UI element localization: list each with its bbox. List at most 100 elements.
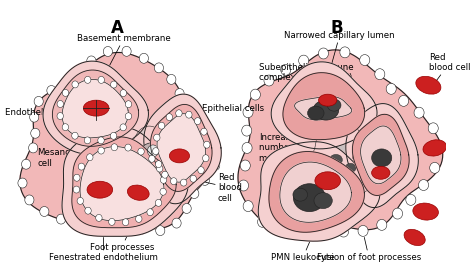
Circle shape — [301, 225, 310, 236]
Circle shape — [25, 195, 34, 205]
Circle shape — [84, 76, 91, 83]
Circle shape — [299, 55, 309, 66]
Circle shape — [202, 155, 209, 162]
Circle shape — [153, 148, 159, 155]
Circle shape — [57, 113, 64, 119]
Ellipse shape — [327, 99, 341, 111]
Text: Epithelial cells: Epithelial cells — [172, 104, 264, 118]
Circle shape — [84, 137, 91, 144]
Circle shape — [73, 220, 82, 230]
Ellipse shape — [314, 193, 332, 209]
Polygon shape — [346, 103, 419, 207]
Circle shape — [238, 180, 248, 191]
Circle shape — [375, 69, 385, 80]
Circle shape — [47, 86, 56, 95]
Circle shape — [73, 174, 80, 181]
Circle shape — [158, 122, 165, 129]
Polygon shape — [121, 126, 177, 173]
Circle shape — [125, 101, 132, 108]
Circle shape — [257, 217, 268, 227]
Circle shape — [201, 128, 207, 135]
Polygon shape — [53, 70, 138, 146]
Circle shape — [181, 103, 190, 113]
Circle shape — [211, 143, 221, 153]
Circle shape — [125, 144, 131, 151]
Text: Narrowed capillary lumen: Narrowed capillary lumen — [284, 31, 395, 68]
Circle shape — [62, 124, 69, 131]
Circle shape — [243, 201, 253, 211]
Circle shape — [186, 111, 192, 118]
Polygon shape — [353, 114, 409, 196]
Circle shape — [204, 141, 210, 148]
Circle shape — [98, 137, 104, 144]
Circle shape — [77, 197, 83, 204]
Circle shape — [419, 180, 428, 190]
Circle shape — [28, 143, 38, 153]
Circle shape — [155, 200, 162, 206]
Ellipse shape — [352, 153, 362, 161]
Circle shape — [31, 128, 40, 138]
Polygon shape — [298, 122, 392, 203]
Ellipse shape — [315, 172, 340, 190]
Circle shape — [103, 47, 112, 56]
Circle shape — [147, 209, 153, 216]
Circle shape — [386, 83, 396, 94]
Circle shape — [155, 161, 162, 168]
Text: Red
blood cell: Red blood cell — [429, 53, 471, 90]
Ellipse shape — [293, 188, 308, 201]
Circle shape — [110, 81, 117, 88]
Circle shape — [154, 134, 160, 141]
Circle shape — [160, 176, 167, 183]
Circle shape — [319, 48, 328, 59]
Circle shape — [78, 163, 85, 170]
Polygon shape — [72, 137, 176, 228]
Polygon shape — [294, 96, 352, 120]
Circle shape — [18, 178, 27, 188]
Circle shape — [172, 218, 181, 228]
Ellipse shape — [372, 149, 392, 167]
Circle shape — [30, 112, 39, 122]
Circle shape — [40, 206, 49, 217]
Polygon shape — [361, 126, 401, 184]
Ellipse shape — [372, 166, 390, 179]
Circle shape — [242, 125, 252, 136]
Circle shape — [62, 78, 71, 88]
Ellipse shape — [319, 94, 337, 106]
Polygon shape — [283, 73, 365, 140]
Circle shape — [110, 132, 117, 139]
Circle shape — [72, 132, 78, 139]
Ellipse shape — [87, 181, 113, 198]
Polygon shape — [62, 127, 188, 236]
Circle shape — [98, 76, 104, 83]
Polygon shape — [269, 152, 365, 232]
Circle shape — [105, 221, 114, 231]
Circle shape — [175, 89, 184, 98]
Polygon shape — [151, 105, 212, 192]
Circle shape — [89, 222, 99, 232]
Circle shape — [279, 224, 289, 235]
Circle shape — [190, 175, 196, 182]
Circle shape — [109, 218, 115, 225]
Text: Foot processes: Foot processes — [90, 227, 154, 252]
Circle shape — [125, 113, 132, 120]
Polygon shape — [80, 147, 164, 221]
Text: PMN leukocyte: PMN leukocyte — [271, 227, 335, 262]
Polygon shape — [258, 142, 380, 241]
Ellipse shape — [313, 100, 339, 120]
Ellipse shape — [404, 229, 425, 246]
Circle shape — [358, 225, 368, 236]
Text: Red
blood
cell: Red blood cell — [172, 173, 242, 203]
Circle shape — [428, 123, 438, 134]
Circle shape — [57, 101, 64, 107]
Ellipse shape — [308, 106, 324, 120]
Circle shape — [149, 155, 155, 162]
Circle shape — [399, 95, 409, 106]
Circle shape — [137, 224, 146, 234]
Text: B: B — [330, 19, 343, 37]
Text: Mesangial
cell: Mesangial cell — [37, 148, 131, 168]
Ellipse shape — [345, 163, 356, 172]
Circle shape — [171, 178, 177, 185]
Ellipse shape — [169, 149, 190, 163]
Circle shape — [147, 145, 158, 157]
Circle shape — [56, 214, 65, 224]
